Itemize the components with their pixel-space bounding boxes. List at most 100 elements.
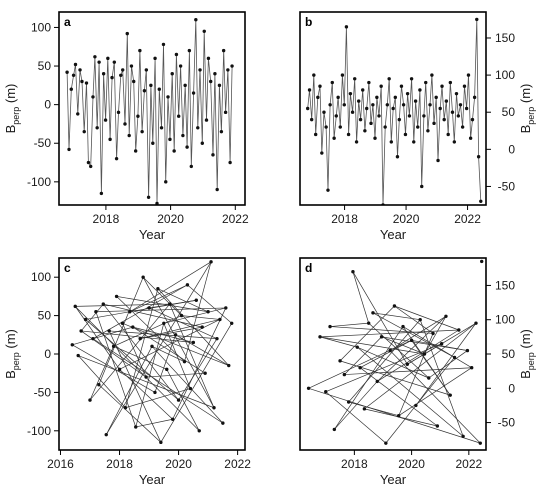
data-point: [153, 56, 157, 61]
data-point: [78, 68, 82, 72]
baseline-edge: [72, 344, 156, 393]
data-point: [111, 344, 116, 349]
baseline-edge: [89, 303, 170, 401]
data-point: [456, 114, 461, 118]
data-point: [309, 117, 314, 122]
data-point: [444, 99, 449, 103]
data-point: [170, 417, 175, 421]
data-point: [393, 95, 398, 100]
data-point: [218, 317, 222, 322]
data-point: [221, 48, 226, 53]
data-point: [223, 110, 228, 115]
data-point: [174, 52, 179, 57]
data-point: [213, 72, 217, 76]
baseline-edge: [348, 319, 421, 403]
data-point: [363, 129, 367, 133]
data-point: [168, 302, 172, 306]
baseline-edge: [103, 303, 203, 328]
data-point: [377, 114, 381, 118]
baseline-edge: [372, 312, 421, 321]
baseline-edge: [172, 307, 227, 420]
data-point: [123, 406, 128, 410]
x-tick-label: 2020: [398, 457, 425, 471]
data-layer: [65, 18, 234, 205]
data-point: [89, 164, 93, 169]
data-point: [452, 355, 457, 360]
data-point: [200, 325, 204, 329]
data-point: [95, 126, 99, 130]
data-point: [181, 133, 185, 138]
data-point: [221, 421, 225, 425]
baseline-edge: [394, 305, 459, 331]
data-point: [424, 80, 428, 85]
baseline-edge: [415, 357, 455, 406]
data-layer: [305, 17, 483, 205]
data-point: [173, 333, 178, 337]
data-point: [209, 79, 213, 84]
data-point: [438, 106, 442, 111]
plot-frame: [299, 11, 487, 206]
baseline-edge: [364, 408, 438, 427]
baseline-edge: [72, 326, 133, 346]
baseline-edge: [359, 339, 412, 369]
data-point: [212, 406, 216, 410]
data-point: [128, 310, 132, 314]
baseline-edge: [151, 346, 224, 424]
data-point: [355, 345, 359, 349]
data-point: [224, 306, 228, 310]
baseline-edge: [169, 303, 215, 408]
data-point: [155, 201, 159, 205]
y-tick-label: 0: [508, 381, 515, 395]
data-point: [395, 155, 400, 159]
data-point: [476, 155, 481, 159]
baseline-edge: [157, 288, 230, 366]
baseline-edge: [103, 303, 179, 401]
data-point: [371, 103, 375, 107]
data-point: [365, 106, 369, 111]
data-point: [330, 80, 334, 85]
data-point: [383, 125, 387, 129]
data-point: [230, 64, 234, 68]
data-point: [422, 114, 426, 118]
data-point: [127, 133, 131, 138]
data-point: [76, 353, 80, 358]
data-point: [464, 106, 469, 111]
data-point: [434, 95, 438, 100]
baseline-edge: [357, 346, 464, 437]
data-point: [188, 386, 193, 391]
baseline-edge: [398, 367, 472, 417]
data-point: [132, 79, 136, 84]
data-point: [420, 184, 424, 189]
data-point: [140, 129, 144, 134]
data-point: [86, 160, 91, 165]
data-point: [203, 371, 207, 375]
data-point: [466, 73, 471, 77]
data-point: [123, 122, 127, 126]
y-axis-label-symbol: B: [3, 370, 18, 379]
x-tick-label: 2018: [331, 212, 358, 226]
data-point: [149, 83, 153, 88]
baseline-edge: [81, 330, 194, 343]
baseline-edge: [125, 388, 191, 409]
panel-b: 2018 2020 2022 -50 0 50 100 150 Year Bperp (m) b: [299, 11, 536, 242]
baseline-edge: [402, 326, 472, 369]
baseline-edge: [319, 336, 425, 355]
baseline-edge: [348, 401, 399, 417]
baseline-edge: [142, 277, 215, 408]
data-point: [91, 95, 95, 99]
baseline-edge: [181, 315, 220, 320]
y-axis-label-symbol: B: [518, 125, 533, 134]
panel-letter: c: [64, 261, 71, 275]
data-point: [194, 18, 198, 22]
y-tick-label: 50: [38, 59, 52, 73]
data-point: [369, 121, 373, 126]
baseline-edge: [151, 346, 185, 362]
data-point: [313, 132, 318, 137]
data-point: [479, 199, 483, 203]
data-point: [357, 99, 361, 103]
data-point: [475, 17, 479, 22]
data-point: [397, 117, 402, 122]
baseline-edge: [381, 336, 425, 355]
data-point: [69, 87, 73, 91]
data-point: [320, 151, 324, 155]
